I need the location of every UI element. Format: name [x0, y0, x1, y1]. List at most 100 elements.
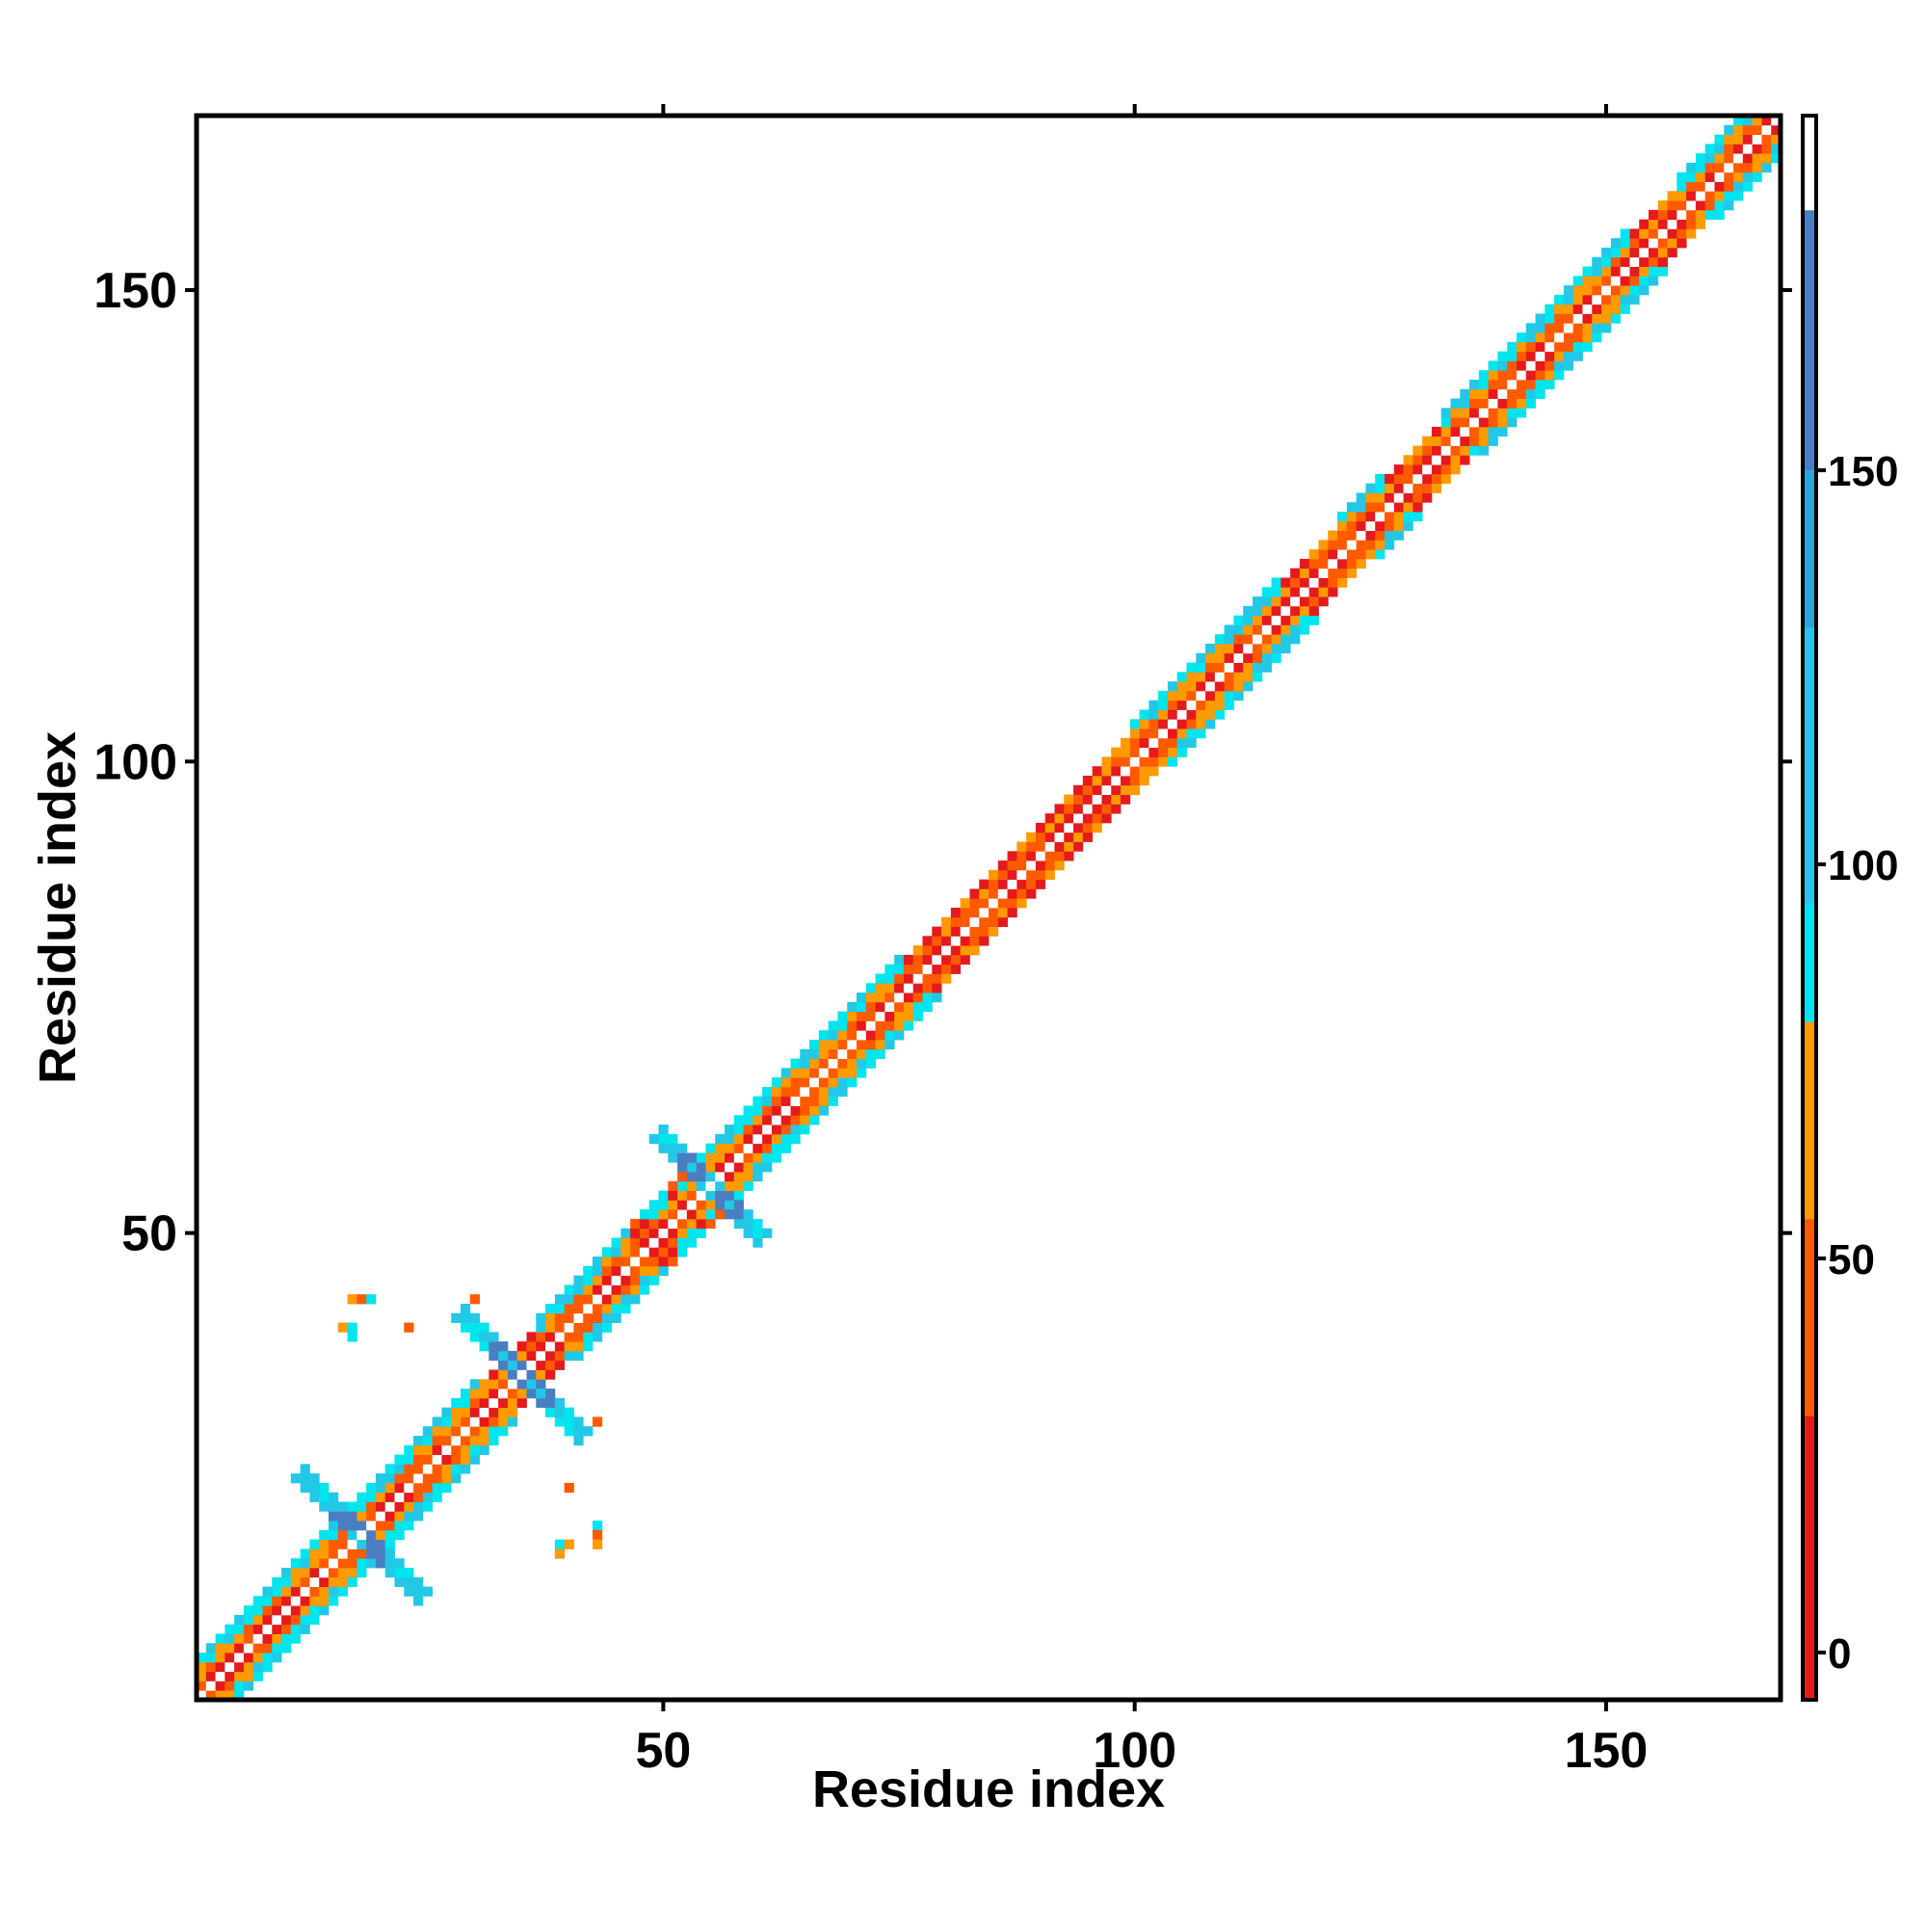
heatmap-cell [329, 1529, 339, 1541]
heatmap-cell [780, 1077, 791, 1088]
heatmap-cell [1535, 351, 1545, 361]
heatmap-cell [1525, 332, 1536, 343]
heatmap-cell [894, 1011, 905, 1021]
heatmap-cell [894, 1030, 905, 1041]
heatmap-cell [469, 1322, 480, 1333]
heatmap-cell [451, 1473, 462, 1484]
heatmap-cell [1064, 794, 1074, 805]
heatmap-cell [847, 1058, 858, 1069]
heatmap-cell [1035, 851, 1046, 861]
heatmap-cell [686, 1228, 698, 1238]
heatmap-cell [215, 1690, 225, 1701]
heatmap-cell [1440, 473, 1451, 485]
heatmap-cell [384, 1529, 395, 1541]
heatmap-cell [300, 1464, 310, 1474]
heatmap-cell [337, 1586, 348, 1597]
heatmap-cell [762, 1105, 773, 1116]
heatmap-cell [1308, 568, 1319, 578]
heatmap-cell [404, 1511, 414, 1522]
heatmap-cell [1129, 728, 1140, 739]
heatmap-cell [488, 1407, 499, 1417]
heatmap-cell [375, 1511, 386, 1522]
heatmap-cell [1620, 294, 1630, 305]
heatmap-cell [1139, 737, 1149, 749]
heatmap-cell [1328, 540, 1338, 550]
heatmap-cell [1205, 700, 1216, 710]
heatmap-cell [1214, 644, 1226, 654]
heatmap-cell [461, 1426, 471, 1437]
heatmap-cell [356, 1529, 367, 1541]
heatmap-cell [601, 1322, 612, 1333]
colorbar-band [1803, 470, 1816, 628]
heatmap-cell [1676, 172, 1687, 182]
heatmap-cell [507, 1360, 518, 1370]
heatmap-cell [1016, 869, 1027, 881]
heatmap-cell [1111, 747, 1122, 757]
heatmap-cell [1243, 681, 1254, 692]
heatmap-cell [347, 1521, 357, 1531]
heatmap-cell [1337, 540, 1348, 550]
heatmap-cell [1167, 756, 1178, 767]
heatmap-cell [1290, 587, 1301, 597]
heatmap-cell [865, 1040, 876, 1050]
heatmap-cell [1488, 380, 1498, 390]
heatmap-cell [1261, 605, 1272, 617]
heatmap-cell [1186, 700, 1197, 710]
heatmap-cell [422, 1501, 434, 1512]
heatmap-cell [488, 1436, 499, 1446]
heatmap-cell [1385, 492, 1395, 503]
heatmap-cell [1082, 832, 1094, 842]
heatmap-cell [366, 1539, 377, 1549]
heatmap-cell [337, 1521, 348, 1531]
heatmap-cell [1308, 587, 1319, 597]
heatmap-cell [1582, 276, 1593, 286]
heatmap-cell [1224, 672, 1234, 682]
heatmap-cell [658, 1265, 669, 1277]
heatmap-cell [441, 1482, 452, 1494]
heatmap-cell [329, 1596, 339, 1606]
heatmap-cell [1243, 652, 1254, 663]
heatmap-cell [1337, 577, 1348, 588]
heatmap-cell [1507, 370, 1518, 381]
heatmap-cell [234, 1653, 245, 1663]
heatmap-cell [875, 992, 885, 1003]
heatmap-cell [1261, 596, 1272, 607]
heatmap-cell [1554, 370, 1565, 381]
heatmap-cell [1563, 304, 1574, 314]
heatmap-cell [1129, 776, 1140, 786]
heatmap-cell [366, 1492, 377, 1502]
heatmap-cell [1563, 285, 1574, 296]
heatmap-cell [1544, 360, 1555, 371]
heatmap-cell [300, 1473, 310, 1484]
heatmap-cell [752, 1133, 763, 1145]
heatmap-cell [696, 1152, 706, 1163]
heatmap-cell [536, 1332, 546, 1342]
heatmap-cell [347, 1548, 357, 1559]
heatmap-cell [1016, 888, 1027, 899]
heatmap-cell [451, 1436, 462, 1446]
heatmap-cell [1385, 530, 1395, 541]
heatmap-cell [545, 1312, 556, 1323]
heatmap-cell [1196, 728, 1206, 739]
heatmap-cell [1082, 813, 1094, 824]
heatmap-cell [1356, 512, 1366, 522]
heatmap-cell [847, 1040, 858, 1050]
heatmap-cell [611, 1237, 621, 1248]
heatmap-cell [1733, 116, 1744, 126]
heatmap-cell [733, 1115, 744, 1125]
heatmap-cell [413, 1444, 424, 1455]
heatmap-cell [1007, 888, 1017, 899]
heatmap-cell [1649, 219, 1659, 229]
heatmap-cell [762, 1125, 773, 1135]
heatmap-cell [375, 1529, 386, 1541]
heatmap-cell [1299, 615, 1310, 625]
heatmap-cell [441, 1464, 452, 1474]
heatmap-cell [432, 1416, 442, 1427]
heatmap-cell [989, 916, 999, 927]
heatmap-cell [696, 1200, 706, 1210]
heatmap-cell [1253, 615, 1263, 625]
heatmap-cell [309, 1548, 320, 1559]
heatmap-cell [1676, 209, 1687, 221]
heatmap-cell [752, 1162, 763, 1173]
heatmap-cell [526, 1369, 537, 1380]
